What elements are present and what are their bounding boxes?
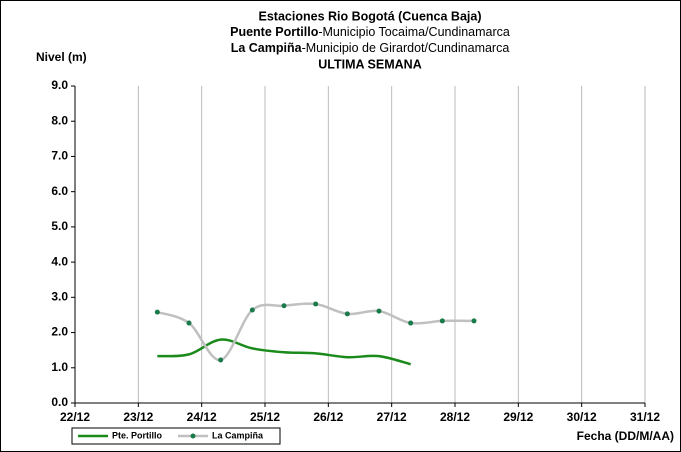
marker xyxy=(408,320,414,326)
x-tick-label: 27/12 xyxy=(377,410,407,424)
marker xyxy=(439,318,445,324)
marker xyxy=(249,307,255,313)
marker xyxy=(471,318,477,324)
y-tick-label: 0.0 xyxy=(51,395,68,409)
y-tick-label: 2.0 xyxy=(51,325,68,339)
x-axis-label: Fecha (DD/M/AA) xyxy=(577,429,674,443)
marker xyxy=(281,303,287,309)
subtitle: La Campiña-Municipio de Girardot/Cundina… xyxy=(231,41,510,55)
legend xyxy=(71,427,281,445)
subtitle: Puente Portillo-Municipio Tocaima/Cundin… xyxy=(230,25,510,39)
x-tick-label: 26/12 xyxy=(313,410,343,424)
chart-title: Estaciones Rio Bogotá (Cuenca Baja) xyxy=(259,9,482,23)
x-tick-label: 25/12 xyxy=(250,410,280,424)
x-tick-label: 24/12 xyxy=(187,410,217,424)
legend-label: La Campiña xyxy=(212,430,264,440)
legend-marker xyxy=(190,433,196,439)
y-tick-label: 5.0 xyxy=(51,219,68,233)
marker xyxy=(186,320,192,326)
x-tick-label: 23/12 xyxy=(123,410,153,424)
marker xyxy=(154,309,160,315)
x-tick-label: 28/12 xyxy=(440,410,470,424)
legend-label: Pte. Portillo xyxy=(112,430,163,440)
y-tick-label: 3.0 xyxy=(51,290,68,304)
x-tick-label: 22/12 xyxy=(60,410,90,424)
period: ULTIMA SEMANA xyxy=(318,57,421,71)
x-tick-label: 30/12 xyxy=(567,410,597,424)
y-tick-label: 6.0 xyxy=(51,184,68,198)
y-axis-label: Nivel (m) xyxy=(36,50,87,64)
y-tick-label: 4.0 xyxy=(51,254,68,268)
marker xyxy=(344,311,350,317)
x-tick-label: 29/12 xyxy=(503,410,533,424)
y-tick-label: 7.0 xyxy=(51,149,68,163)
y-tick-label: 1.0 xyxy=(51,360,68,374)
marker xyxy=(218,357,224,363)
y-tick-label: 9.0 xyxy=(51,78,68,92)
marker xyxy=(313,301,319,307)
line xyxy=(157,338,411,366)
x-tick-label: 31/12 xyxy=(630,410,660,424)
y-tick-label: 8.0 xyxy=(51,113,68,127)
marker xyxy=(376,308,382,314)
